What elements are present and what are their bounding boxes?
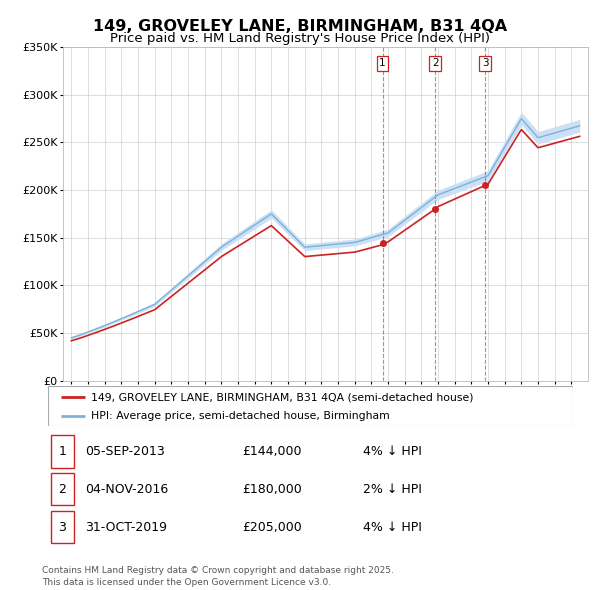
Text: 4% ↓ HPI: 4% ↓ HPI	[363, 445, 422, 458]
Text: 2% ↓ HPI: 2% ↓ HPI	[363, 483, 422, 496]
Text: 2: 2	[59, 483, 67, 496]
Text: 3: 3	[482, 58, 488, 68]
Text: Price paid vs. HM Land Registry's House Price Index (HPI): Price paid vs. HM Land Registry's House …	[110, 32, 490, 45]
Text: 2: 2	[432, 58, 439, 68]
Text: Contains HM Land Registry data © Crown copyright and database right 2025.
This d: Contains HM Land Registry data © Crown c…	[42, 566, 394, 587]
Text: £205,000: £205,000	[242, 521, 302, 534]
Text: 3: 3	[59, 521, 67, 534]
Text: HPI: Average price, semi-detached house, Birmingham: HPI: Average price, semi-detached house,…	[91, 411, 390, 421]
Text: 05-SEP-2013: 05-SEP-2013	[85, 445, 164, 458]
Text: 04-NOV-2016: 04-NOV-2016	[85, 483, 168, 496]
Text: £180,000: £180,000	[242, 483, 302, 496]
Text: 1: 1	[59, 445, 67, 458]
Bar	[50, 473, 74, 506]
Text: £144,000: £144,000	[242, 445, 302, 458]
Text: 4% ↓ HPI: 4% ↓ HPI	[363, 521, 422, 534]
Text: 31-OCT-2019: 31-OCT-2019	[85, 521, 167, 534]
Text: 149, GROVELEY LANE, BIRMINGHAM, B31 4QA (semi-detached house): 149, GROVELEY LANE, BIRMINGHAM, B31 4QA …	[91, 392, 473, 402]
Bar	[50, 511, 74, 543]
Text: 149, GROVELEY LANE, BIRMINGHAM, B31 4QA: 149, GROVELEY LANE, BIRMINGHAM, B31 4QA	[93, 19, 507, 34]
Text: 1: 1	[379, 58, 386, 68]
Bar	[50, 435, 74, 467]
